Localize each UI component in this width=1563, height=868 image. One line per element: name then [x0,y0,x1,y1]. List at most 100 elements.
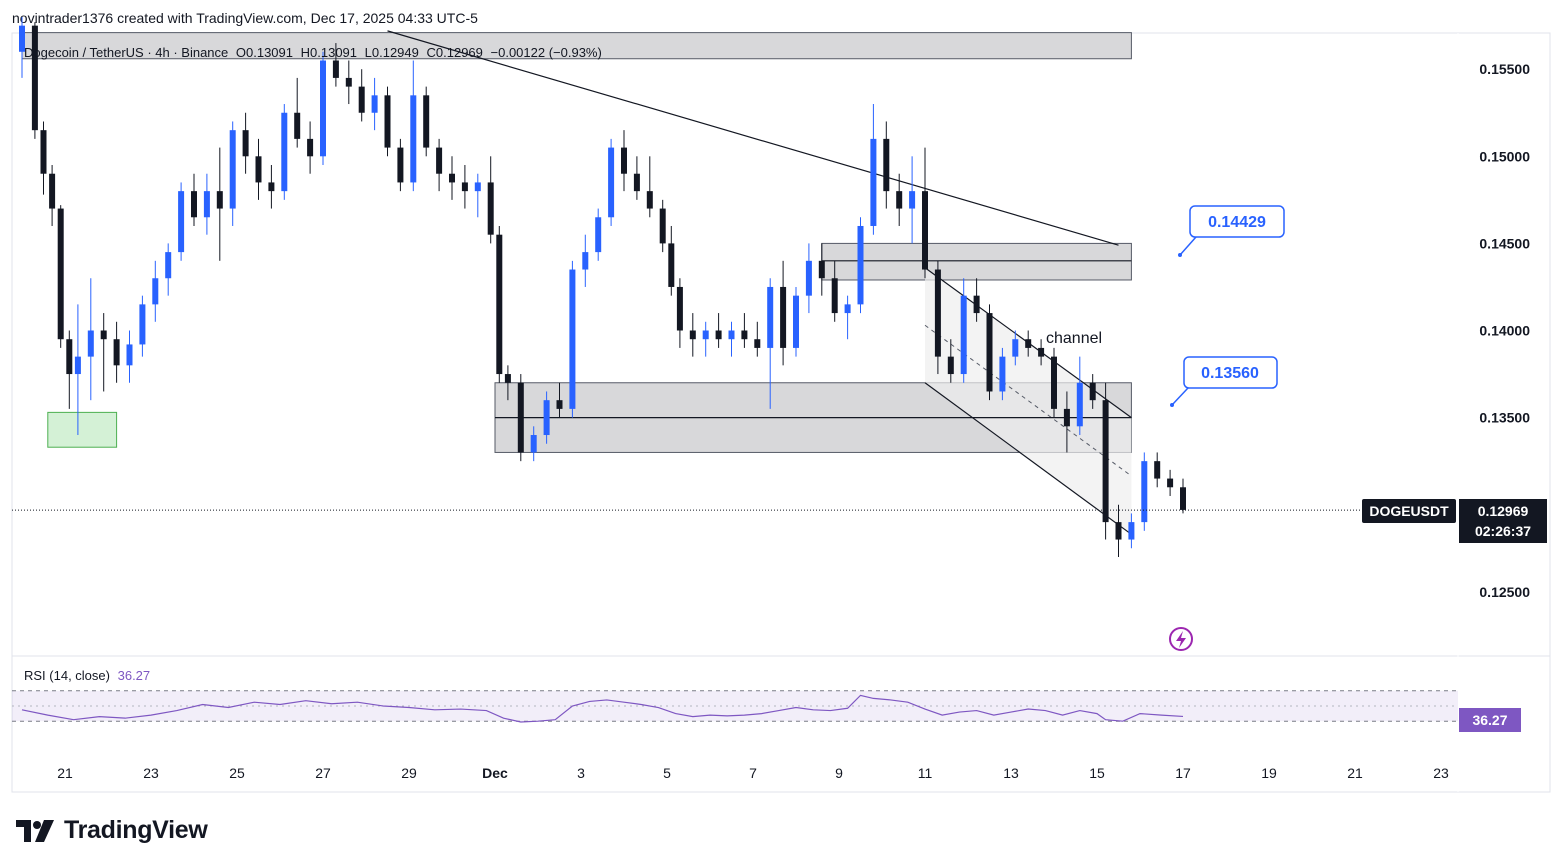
candle-59 [741,313,748,348]
candle-body [973,295,980,314]
candle-48 [608,138,615,226]
candle-body [595,217,602,253]
candle-body [896,191,903,209]
legend-high: H0.13091 [300,45,358,60]
grey-zone [821,242,1132,281]
candle-body [371,95,378,113]
rsi-badge-value: 36.27 [1472,712,1507,728]
candle-body [1141,461,1148,523]
candle-body [608,147,615,218]
candle-body [461,182,468,192]
candle-body [517,382,524,453]
candle-41 [517,374,524,462]
candle-49 [621,130,627,192]
candle-90 [1141,452,1148,531]
candle-body [818,260,825,279]
x-tick-label: 21 [1347,765,1363,781]
candle-body [19,25,25,52]
candle-body [40,130,47,174]
candle-43 [543,391,550,444]
candle-64 [805,243,812,314]
candle-89 [1128,513,1135,549]
candle-body [1063,408,1070,427]
candle-body [947,356,954,375]
x-tick-label: Dec [482,765,508,781]
candle-76 [960,278,967,383]
candle-body [1076,382,1083,427]
candle-68 [857,217,864,314]
lightning-icon[interactable] [1169,627,1193,651]
price-badge-symbol: DOGEUSDT [1369,503,1449,519]
candle-5 [66,330,73,409]
x-tick-label: 15 [1089,765,1105,781]
candle-body [410,95,417,183]
candle-body [831,278,838,314]
candle-56 [702,321,709,357]
brand-logo[interactable]: TradingView [16,816,208,845]
candle-42 [530,426,537,462]
candle-18 [229,121,236,226]
candle-73 [922,147,928,279]
brand-name: TradingView [64,816,208,844]
candle-body [1012,339,1019,357]
candle-24 [307,121,314,174]
candle-10 [126,330,133,383]
candle-body [126,344,133,366]
x-tick-label: 3 [577,765,585,781]
candle-body [191,191,197,218]
candle-45 [569,260,576,418]
candle-63 [793,286,799,357]
candle-body [152,278,159,305]
candle-53 [668,225,675,296]
candle-body [345,77,352,87]
x-tick-label: 13 [1003,765,1019,781]
x-tick-label: 11 [918,765,933,781]
channel-midline [924,324,1132,477]
candle-91 [1154,452,1161,488]
candle-28 [358,69,365,122]
callout-lower[interactable]: 0.13560 [1170,356,1278,407]
candle-body [384,95,391,148]
candle-body [715,330,722,340]
y-tick-label: 0.14500 [1479,235,1530,251]
candle-body [1038,347,1045,357]
candle-body [668,243,675,287]
candle-86 [1089,374,1096,409]
candle-body [31,25,38,131]
channel-label: channel [1046,330,1102,347]
candle-body [1128,522,1135,540]
candle-65 [818,243,825,296]
candle-body [113,339,120,366]
candle-body [436,147,443,174]
candle-body [165,252,172,279]
candle-body [229,130,236,209]
candle-60 [754,321,761,357]
candle-1 [31,22,38,139]
candle-71 [896,173,903,226]
candle-body [702,330,709,340]
grey-zone [21,32,1132,60]
rsi-legend: RSI (14, close) 36.27 [24,668,150,683]
candle-body [741,330,748,340]
candle-body [767,286,774,348]
candle-46 [582,234,589,287]
candle-body [332,60,339,78]
x-tick-label: 7 [749,765,757,781]
candle-36 [461,165,468,209]
candle-body [294,112,301,139]
candle-9 [113,321,120,383]
candle-body [857,225,864,305]
candle-body [74,356,81,375]
rsi-label: RSI (14, close) [24,668,110,683]
tradingview-logo-icon [16,819,54,842]
candle-15 [191,173,197,226]
candle-body [883,138,890,192]
candle-body [556,400,563,409]
candle-8 [100,313,107,392]
candle-61 [767,278,774,409]
candle-body [397,147,404,183]
callout-upper[interactable]: 0.14429 [1178,205,1285,257]
candle-7 [87,278,94,401]
candle-30 [384,86,391,157]
